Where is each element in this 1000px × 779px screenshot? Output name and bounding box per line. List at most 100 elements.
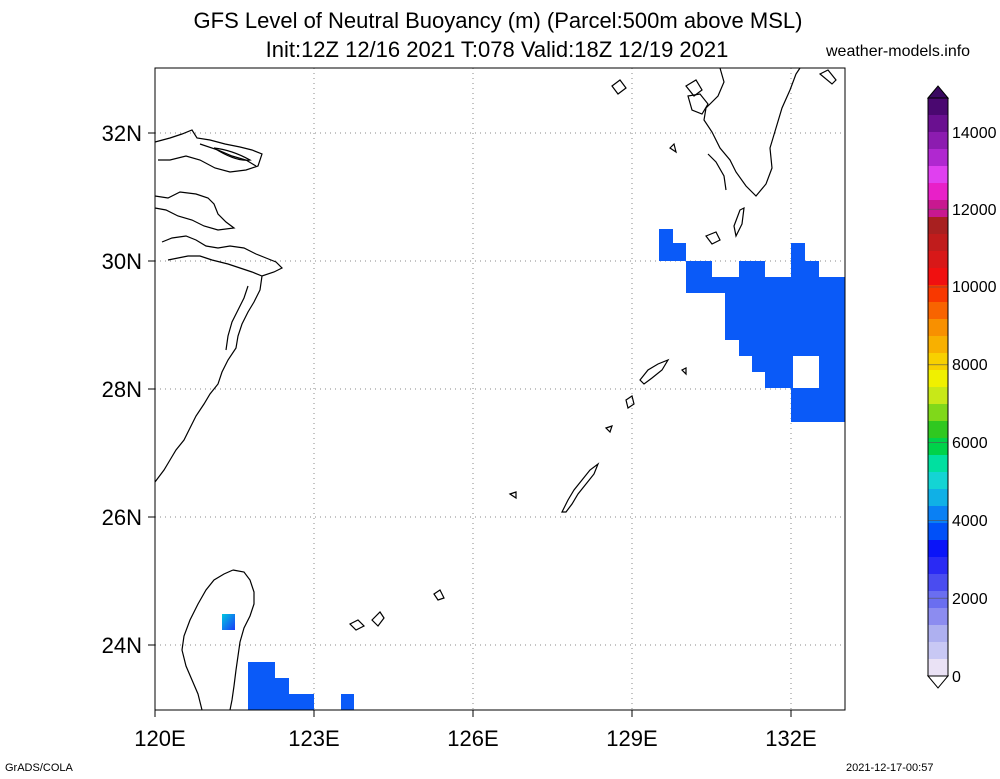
map-ticks	[148, 132, 792, 717]
colorbar-band	[928, 285, 948, 303]
map-title: GFS Level of Neutral Buoyancy (m) (Parce…	[193, 8, 803, 33]
colorbar-band	[928, 455, 948, 473]
lon-label-120e: 120E	[134, 726, 185, 751]
footer-timestamp: 2021-12-17-00:57	[846, 762, 934, 774]
coast-miyako	[433, 589, 445, 601]
colorbar-band	[928, 438, 948, 456]
lon-label-123e: 123E	[288, 726, 339, 751]
coast-kumejima	[508, 491, 517, 500]
coast-goto-1	[611, 79, 627, 95]
colorbar-band	[928, 370, 948, 388]
coast-zhejiang	[154, 275, 263, 483]
lnb-cell	[752, 354, 793, 372]
colorbar-band	[928, 540, 948, 558]
lnb-cell	[791, 338, 819, 356]
site-label: weather-models.info	[826, 43, 971, 60]
colorbar-band	[928, 132, 948, 150]
coast-tanegashima	[733, 206, 745, 238]
colorbar-band	[928, 387, 948, 405]
coast-shanghai	[154, 191, 236, 231]
colorbar-label-4000: 4000	[952, 513, 988, 530]
lnb-cell	[791, 243, 805, 277]
colorbar-band	[928, 421, 948, 439]
coast-yakushima	[705, 231, 721, 245]
lat-label-30n: 30N	[102, 249, 142, 274]
colorbar-band	[928, 659, 948, 677]
lnb-cell	[725, 277, 845, 340]
colorbar-band	[928, 523, 948, 541]
colorbar-band	[928, 234, 948, 252]
colorbar-band	[928, 506, 948, 524]
lnb-cell	[248, 662, 275, 710]
lnb-cell	[659, 243, 686, 261]
lnb-cell	[341, 694, 354, 710]
colorbar-band	[928, 642, 948, 660]
lnb-cell	[287, 694, 314, 710]
colorbar-band	[928, 217, 948, 235]
footer-credit: GrADS/COLA	[5, 762, 73, 774]
coast-yoron	[604, 425, 613, 434]
lnb-cell	[275, 678, 289, 710]
coastlines	[154, 67, 837, 711]
map-gridlines	[155, 68, 845, 710]
coast-kyushu-inner	[707, 153, 727, 191]
colorbar-label-10000: 10000	[952, 279, 997, 296]
colorbar-band	[928, 183, 948, 201]
colorbar-label-2000: 2000	[952, 591, 988, 608]
colorbar-band	[928, 489, 948, 507]
lat-label-24n: 24N	[102, 633, 142, 658]
colorbar-label-12000: 12000	[952, 202, 997, 219]
coast-china-north	[154, 129, 263, 173]
lnb-cell	[739, 261, 765, 279]
lnb-cell	[819, 338, 845, 390]
coast-kyushu	[703, 67, 801, 197]
coast-yangtze-island	[213, 147, 252, 161]
lon-label-129e: 129E	[606, 726, 657, 751]
colorbar-band	[928, 353, 948, 371]
lat-label-26n: 26N	[102, 505, 142, 530]
colorbar-band	[928, 302, 948, 320]
coast-amakusa	[687, 93, 709, 115]
lnb-cell	[765, 370, 793, 388]
colorbar-band	[928, 98, 948, 116]
colorbar-label-8000: 8000	[952, 357, 988, 374]
colorbar-label-14000: 14000	[952, 125, 997, 142]
colorbar-band	[928, 200, 948, 218]
lnb-cell-taiwan	[222, 614, 235, 630]
coast-shikoku	[818, 69, 837, 85]
colorbar-band	[928, 149, 948, 167]
colorbar-band	[928, 625, 948, 643]
colorbar-band	[928, 608, 948, 626]
colorbar-band	[928, 115, 948, 133]
colorbar-label-6000: 6000	[952, 435, 988, 452]
lnb-cell	[791, 388, 845, 422]
colorbar-top-cap	[926, 85, 950, 99]
coast-okinoerabu	[625, 395, 635, 409]
coast-kikai	[680, 367, 687, 376]
colorbar-band	[928, 251, 948, 269]
coast-taiwan	[181, 569, 255, 711]
lon-label-132e: 132E	[765, 726, 816, 751]
coast-zhejiang-inner	[225, 285, 249, 351]
coast-yangtze	[199, 143, 257, 167]
coast-goto-2	[685, 79, 703, 97]
lat-label-32n: 32N	[102, 121, 142, 146]
lnb-cell	[805, 261, 819, 279]
colorbar-label-0: 0	[952, 669, 961, 686]
colorbar	[928, 98, 948, 677]
colorbar-frame	[927, 97, 949, 677]
lat-label-28n: 28N	[102, 377, 142, 402]
coast-amami	[639, 358, 670, 385]
coast-yaeyama-2	[371, 611, 385, 627]
lnb-shaded-area	[222, 229, 845, 710]
colorbar-band	[928, 319, 948, 337]
map-subtitle: Init:12Z 12/16 2021 T:078 Valid:18Z 12/1…	[265, 37, 729, 62]
colorbar-band	[928, 557, 948, 575]
colorbar-bottom-cap	[926, 675, 950, 689]
lnb-cell	[686, 261, 712, 293]
colorbar-band	[928, 166, 948, 184]
colorbar-band	[928, 472, 948, 490]
colorbar-band	[928, 336, 948, 354]
coast-koshiki	[669, 142, 677, 154]
